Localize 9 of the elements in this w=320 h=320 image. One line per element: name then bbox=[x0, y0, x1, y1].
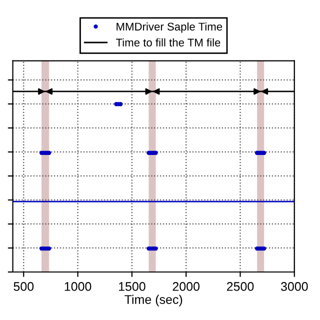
x-tick-label: 2000 bbox=[172, 282, 200, 291]
x-tick-label: 3000 bbox=[280, 282, 308, 291]
legend-label: Time to fill the TM file bbox=[116, 38, 220, 46]
x-tick-label: 500 bbox=[14, 282, 34, 291]
x-axis-title: Time (sec) bbox=[124, 294, 182, 306]
legend-label: MMDriver Saple Time bbox=[116, 22, 222, 33]
x-tick-label: 1500 bbox=[118, 282, 146, 291]
x-tick-label: 1000 bbox=[64, 282, 92, 291]
x-tick-label: 2500 bbox=[226, 282, 254, 291]
